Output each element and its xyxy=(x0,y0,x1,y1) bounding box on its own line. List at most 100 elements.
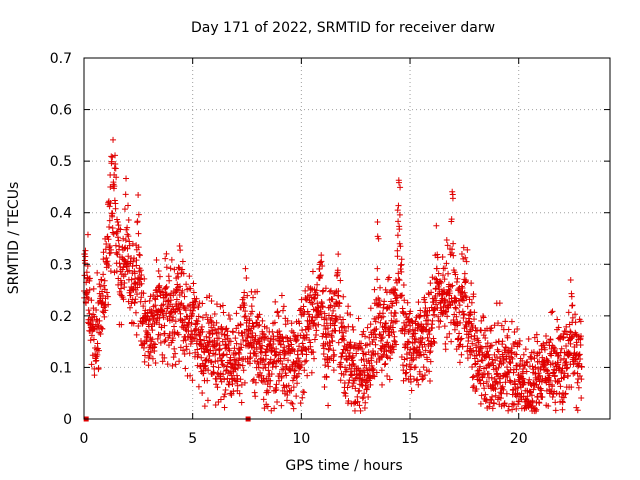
data-point xyxy=(420,351,427,358)
data-point xyxy=(487,343,494,350)
data-point xyxy=(259,317,266,324)
data-point xyxy=(433,276,440,283)
data-point xyxy=(138,272,145,279)
data-point xyxy=(212,402,219,409)
data-point xyxy=(192,349,199,356)
data-point xyxy=(505,326,512,333)
data-point xyxy=(252,332,259,339)
data-point xyxy=(330,307,337,314)
data-point xyxy=(576,360,583,367)
data-point xyxy=(404,338,411,345)
data-point xyxy=(248,303,255,310)
data-point xyxy=(187,285,194,292)
data-point xyxy=(383,353,390,360)
data-point xyxy=(345,303,352,310)
data-point xyxy=(156,282,163,289)
data-point xyxy=(122,237,129,244)
data-point xyxy=(142,298,149,305)
data-point xyxy=(325,363,332,370)
data-point xyxy=(419,376,426,383)
data-point xyxy=(310,349,317,356)
data-point xyxy=(348,365,355,372)
data-point xyxy=(244,292,251,299)
data-point xyxy=(367,321,374,328)
data-point xyxy=(444,313,451,320)
data-point xyxy=(321,384,328,391)
data-point xyxy=(389,300,396,307)
data-point xyxy=(125,202,132,209)
data-point xyxy=(335,292,342,299)
data-point xyxy=(140,303,147,310)
data-point xyxy=(145,362,152,369)
data-point xyxy=(469,363,476,370)
data-point xyxy=(135,211,142,218)
data-point xyxy=(175,264,182,271)
data-point xyxy=(395,270,402,277)
data-point xyxy=(337,359,344,366)
data-point xyxy=(146,352,153,359)
data-point xyxy=(189,310,196,317)
data-point xyxy=(203,333,210,340)
data-point xyxy=(575,384,582,391)
data-point xyxy=(476,367,483,374)
data-point xyxy=(132,296,139,303)
data-point xyxy=(390,346,397,353)
data-point xyxy=(381,361,388,368)
data-point xyxy=(499,338,506,345)
data-point xyxy=(334,267,341,274)
data-point xyxy=(284,392,291,399)
data-point xyxy=(120,264,127,271)
data-point xyxy=(251,344,258,351)
data-point xyxy=(87,337,94,344)
data-point xyxy=(492,357,499,364)
data-point xyxy=(82,253,89,260)
data-point xyxy=(309,268,316,275)
data-point xyxy=(472,361,479,368)
data-point xyxy=(326,288,333,295)
data-point xyxy=(195,351,202,358)
data-point xyxy=(303,331,310,338)
data-point xyxy=(448,216,455,223)
data-point xyxy=(112,200,119,207)
data-point xyxy=(227,360,234,367)
data-point xyxy=(324,325,331,332)
data-point xyxy=(224,363,231,370)
data-point xyxy=(166,277,173,284)
data-point xyxy=(355,315,362,322)
data-point xyxy=(317,273,324,280)
data-point xyxy=(382,360,389,367)
data-point xyxy=(356,402,363,409)
data-point xyxy=(315,321,322,328)
data-point xyxy=(303,357,310,364)
data-point xyxy=(331,351,338,358)
data-point xyxy=(156,314,163,321)
data-point xyxy=(394,279,401,286)
data-point xyxy=(183,343,190,350)
data-point xyxy=(521,379,528,386)
data-point xyxy=(243,337,250,344)
data-point xyxy=(152,302,159,309)
data-point xyxy=(313,327,320,334)
data-point xyxy=(569,302,576,309)
data-point xyxy=(194,318,201,325)
data-point xyxy=(460,244,467,251)
data-point xyxy=(112,165,119,172)
data-point xyxy=(159,308,166,315)
data-point xyxy=(406,327,413,334)
data-point xyxy=(145,331,152,338)
data-point xyxy=(157,331,164,338)
data-point xyxy=(538,387,545,394)
data-point xyxy=(491,322,498,329)
data-point xyxy=(276,331,283,338)
data-point xyxy=(443,236,450,243)
data-point xyxy=(204,377,211,384)
data-point xyxy=(561,374,568,381)
data-point xyxy=(378,367,385,374)
data-point xyxy=(293,393,300,400)
data-point xyxy=(396,211,403,218)
data-point xyxy=(478,392,485,399)
data-point xyxy=(417,352,424,359)
data-point xyxy=(414,376,421,383)
data-point xyxy=(135,191,142,198)
data-point xyxy=(210,363,217,370)
